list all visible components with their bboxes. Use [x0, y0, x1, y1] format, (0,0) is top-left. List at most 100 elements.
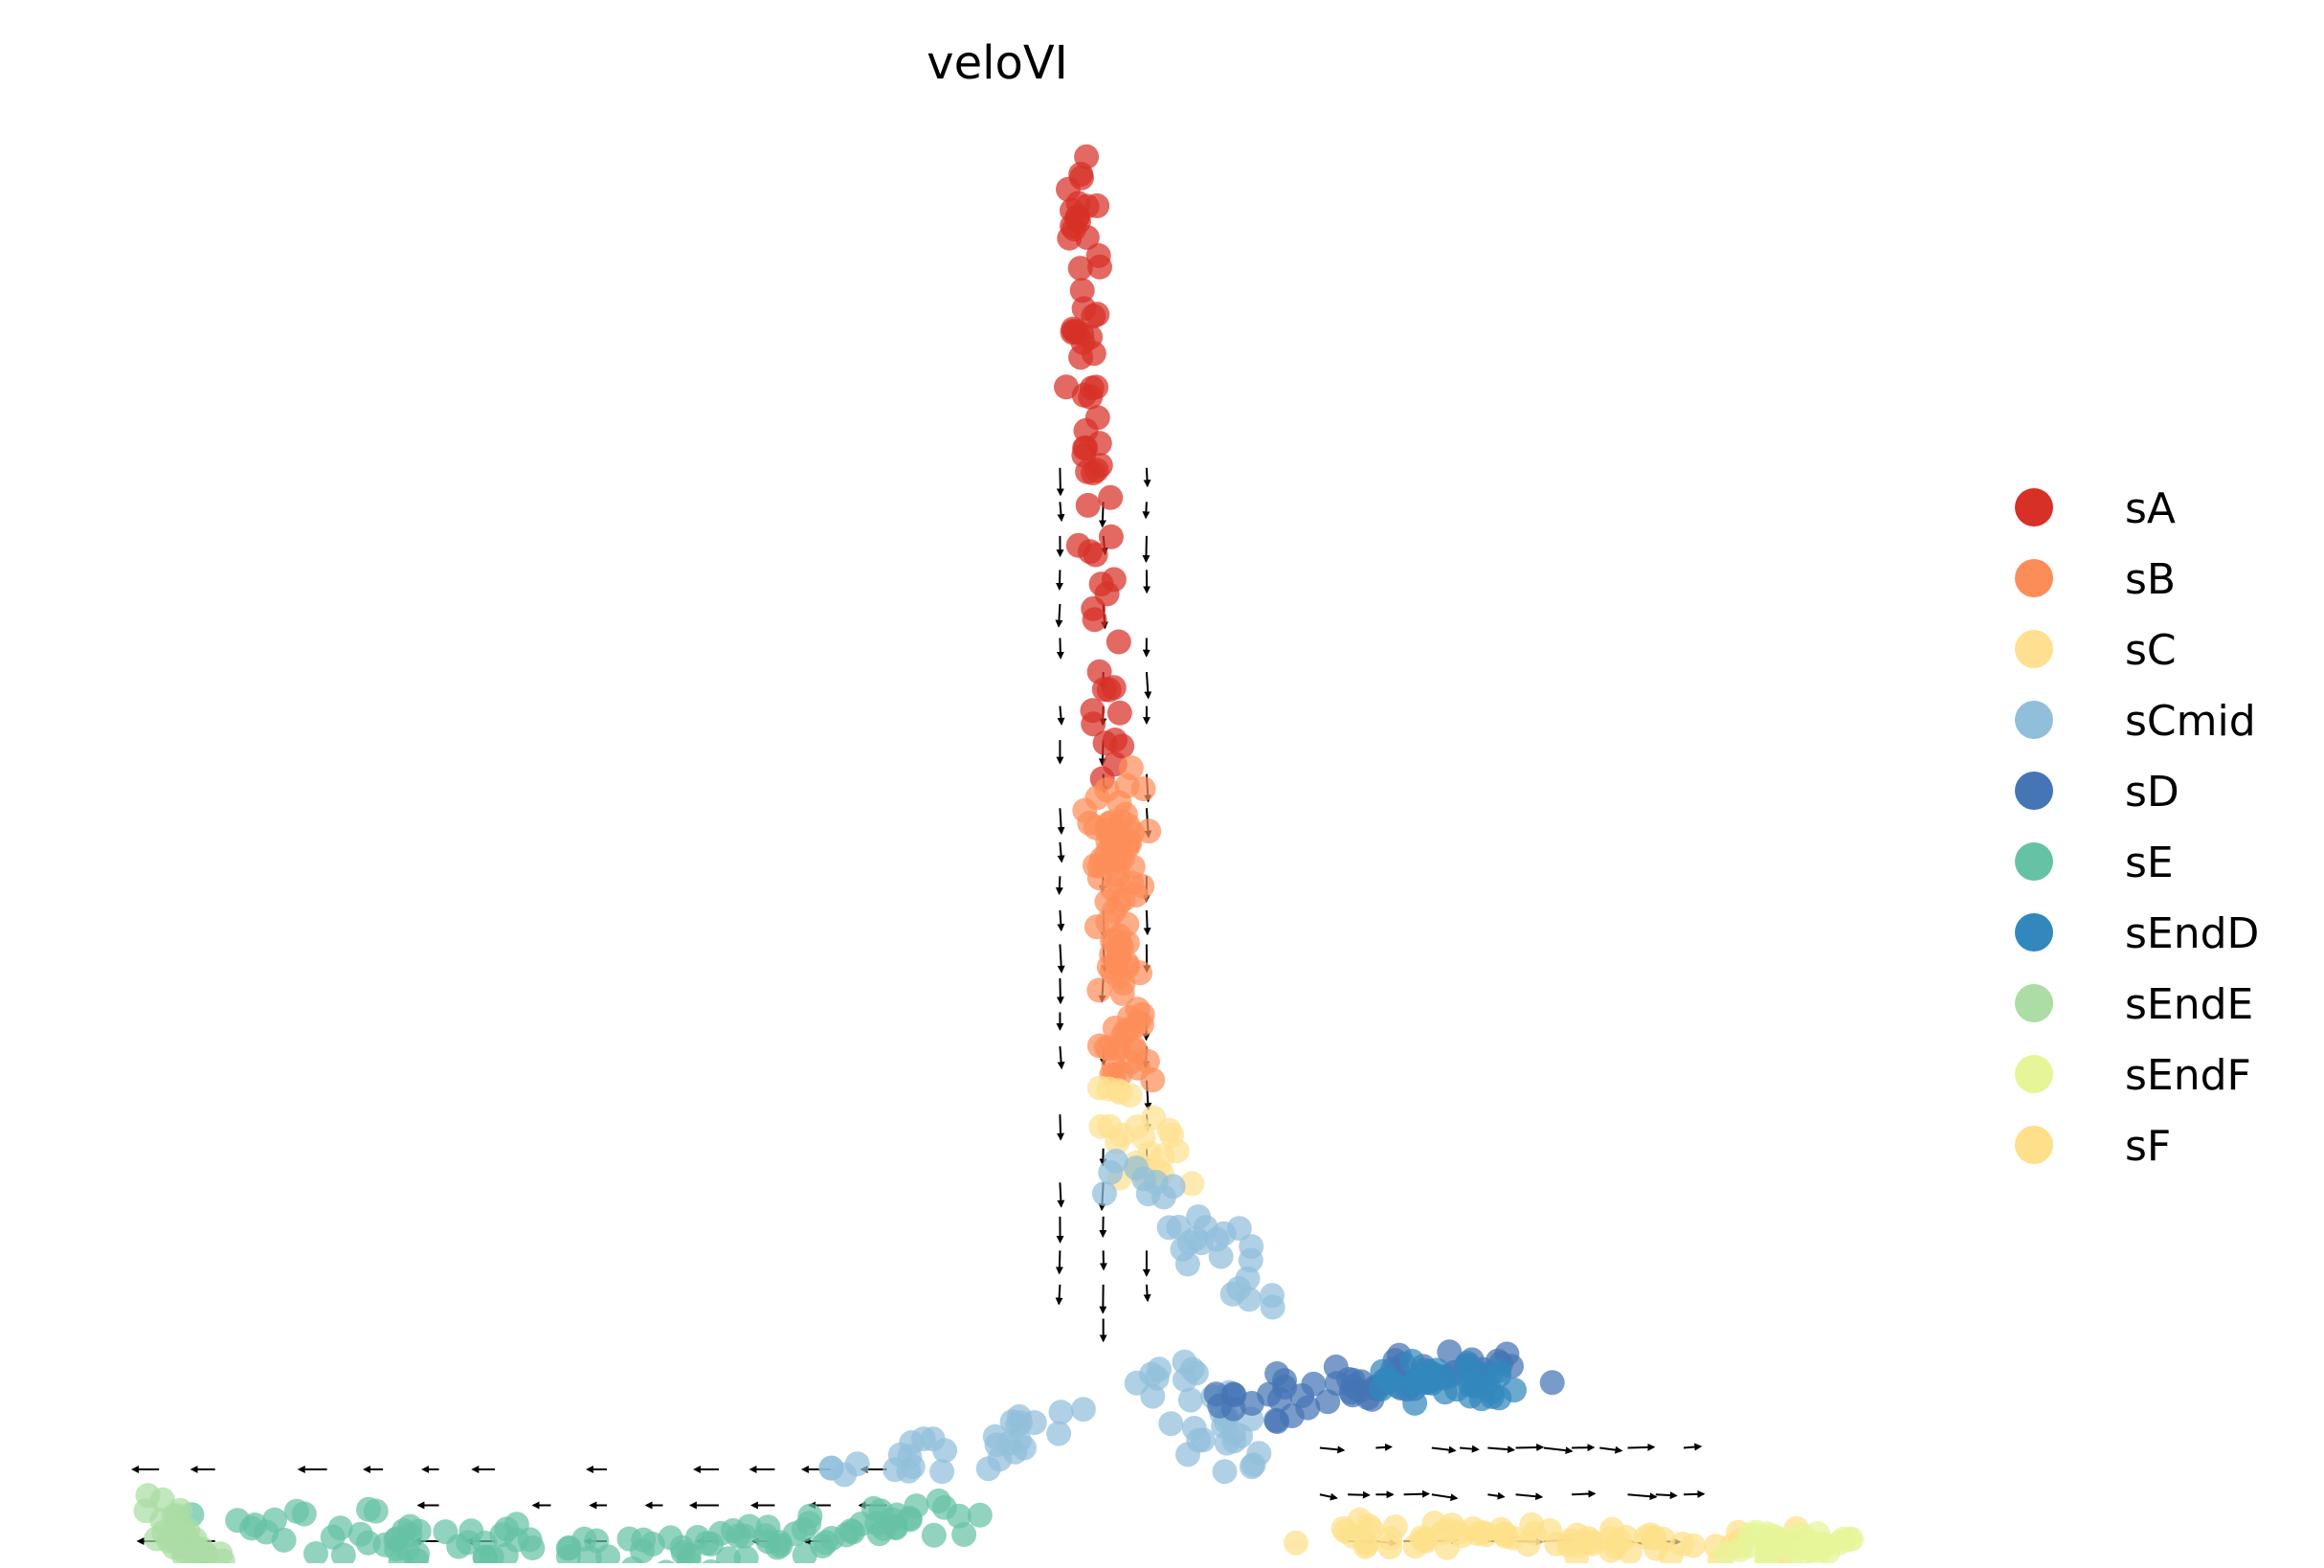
point-sf-71	[1575, 1526, 1600, 1551]
velocity-arrow-15	[1060, 638, 1061, 659]
point-sa-65	[1073, 436, 1098, 460]
point-sende-44	[170, 1516, 195, 1541]
point-sb-70	[1094, 777, 1119, 802]
point-sc-19	[1151, 1143, 1175, 1168]
point-sf-61	[1449, 1524, 1474, 1549]
legend-marker-sd	[2015, 772, 2053, 810]
velocity-arrow-130	[1628, 1494, 1656, 1496]
point-sendd-33	[1421, 1367, 1446, 1392]
legend-label-sendd: sEndD	[2125, 909, 2259, 958]
point-se-35	[446, 1534, 471, 1559]
point-scmid-82	[901, 1454, 926, 1479]
point-scmid-66	[1046, 1422, 1071, 1446]
legend-marker-sa	[2015, 488, 2053, 526]
point-sa-61	[1083, 607, 1107, 632]
velocity-arrow-9	[1060, 910, 1061, 930]
point-sf-74	[1494, 1524, 1519, 1549]
point-se-48	[557, 1535, 582, 1560]
point-scmid-20	[1209, 1244, 1234, 1269]
velocity-arrow-4	[1060, 1114, 1061, 1139]
velocity-arrow-135	[1684, 1446, 1701, 1447]
point-sa-34	[1066, 190, 1091, 215]
legend-marker-sf	[2015, 1126, 2053, 1164]
velocity-arrow-127	[1599, 1448, 1621, 1451]
velocity-arrow-19	[1060, 502, 1061, 520]
legend-label-sc: sC	[2125, 626, 2177, 675]
velocity-arrow-1	[1060, 1250, 1061, 1272]
velocity-arrow-57	[1147, 468, 1148, 486]
point-sb-56	[1131, 776, 1156, 801]
point-scmid-29	[1157, 1215, 1182, 1240]
point-scmid-28	[1239, 1234, 1263, 1259]
velocity-arrow-109	[1432, 1494, 1457, 1498]
point-sb-65	[1119, 870, 1144, 895]
point-sb-71	[1103, 1016, 1128, 1041]
point-sb-69	[1102, 899, 1127, 924]
point-sa-26	[1086, 243, 1111, 268]
point-scmid-27	[1098, 1160, 1123, 1185]
point-scmid-46	[1178, 1388, 1203, 1413]
point-se-105	[659, 1525, 683, 1550]
series-sb	[1072, 755, 1165, 1092]
point-sa-32	[1061, 320, 1085, 345]
point-sendf-33	[1760, 1524, 1785, 1549]
point-scmid-87	[1071, 1397, 1096, 1422]
velocity-arrow-12	[1060, 808, 1061, 833]
legend-label-scmid: sCmid	[2125, 697, 2256, 746]
point-sa-49	[1076, 493, 1101, 518]
point-scmid-74	[976, 1456, 1001, 1481]
point-scmid-54	[1140, 1384, 1165, 1409]
point-se-94	[617, 1527, 642, 1552]
velocity-arrow-115	[1487, 1494, 1504, 1496]
point-scmid-78	[983, 1424, 1008, 1449]
point-se-104	[922, 1523, 947, 1548]
point-sa-63	[1107, 701, 1132, 726]
point-sendf-32	[1839, 1527, 1864, 1552]
point-sendd-34	[1402, 1391, 1427, 1416]
point-se-103	[753, 1523, 778, 1548]
legend-marker-se	[2015, 842, 2053, 881]
legend-marker-sb	[2015, 559, 2053, 597]
velocity-arrow-96	[1320, 1448, 1344, 1450]
point-se-109	[685, 1525, 710, 1550]
point-sendd-29	[1502, 1378, 1527, 1402]
point-sf-62	[1643, 1536, 1668, 1561]
point-sa-7	[1074, 145, 1099, 169]
point-sf-65	[1331, 1516, 1356, 1541]
velocity-arrow-52	[1147, 672, 1149, 698]
point-scmid-17	[1186, 1204, 1211, 1229]
point-sf-60	[1409, 1526, 1434, 1551]
point-sa-64	[1066, 533, 1091, 558]
point-sa-67	[1095, 581, 1120, 606]
point-se-33	[272, 1528, 297, 1553]
legend-marker-scmid	[2015, 701, 2053, 739]
point-sf-69	[1359, 1516, 1384, 1541]
velocity-arrow-17	[1060, 570, 1061, 589]
point-sf-63	[1515, 1532, 1540, 1557]
point-scmid-58	[1191, 1427, 1216, 1452]
point-scmid-89	[911, 1426, 936, 1451]
velocity-arrow-110	[1432, 1448, 1455, 1451]
point-se-108	[819, 1526, 844, 1551]
series-se	[179, 1489, 992, 1563]
point-sd-68	[1295, 1396, 1320, 1421]
point-scmid-22	[1236, 1266, 1261, 1291]
velocity-arrow-103	[1375, 1446, 1391, 1447]
legend-marker-sc	[2015, 630, 2053, 668]
point-se-42	[239, 1515, 264, 1540]
point-sd-69	[1272, 1375, 1297, 1400]
point-sendd-30	[1469, 1386, 1494, 1411]
point-sa-20	[1070, 278, 1095, 302]
point-scmid-8	[1261, 1295, 1285, 1320]
velocity-arrow-11	[1060, 842, 1061, 862]
velocity-arrow-3	[1060, 1182, 1061, 1206]
point-se-98	[968, 1503, 993, 1528]
point-sd-56	[1207, 1394, 1232, 1419]
velocity-arrow-39	[1147, 1285, 1148, 1301]
velocity-arrow-7	[1060, 978, 1061, 1003]
point-sa-24	[1068, 345, 1093, 370]
point-sb-61	[1106, 1037, 1130, 1062]
velocity-arrow-116	[1487, 1448, 1513, 1450]
